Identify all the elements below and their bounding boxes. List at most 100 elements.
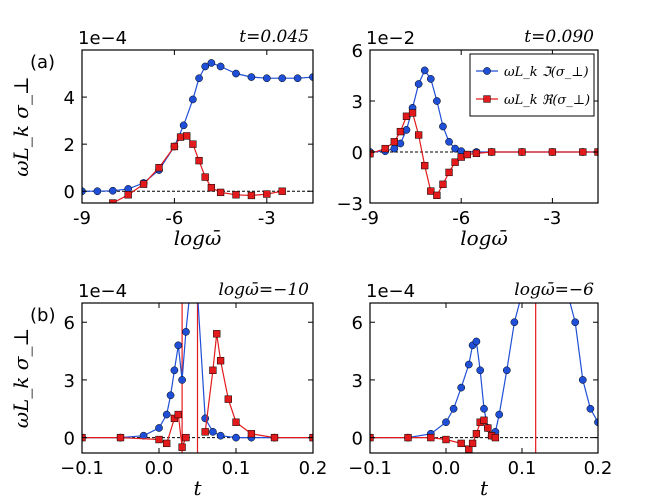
data-point-square <box>445 168 453 177</box>
data-point-square <box>195 156 203 165</box>
data-point-square <box>390 138 398 146</box>
data-point-square <box>189 140 197 148</box>
scale-label: 1e−4 <box>366 281 415 302</box>
series-line <box>112 135 283 203</box>
data-point-square <box>216 188 225 197</box>
data-point-circle <box>480 404 488 413</box>
data-point-square <box>548 148 557 156</box>
panel-1: -9 -6 -3 0 2 4 1e−4 t=0.045 logω̄ ωL_k σ_⊥ (a) <box>9 27 314 250</box>
data-point-square <box>183 132 191 140</box>
data-point-square <box>263 190 271 198</box>
data-point-square <box>439 180 447 188</box>
x-tick-label: -9 <box>73 208 91 229</box>
data-point-circle <box>445 137 453 146</box>
scale-label: 1e−4 <box>78 28 127 49</box>
x-axis-label: logω̄ <box>174 226 222 250</box>
data-point-circle <box>571 318 580 327</box>
data-point-square <box>178 443 186 451</box>
data-point-circle <box>464 360 473 369</box>
data-point-circle <box>178 376 186 384</box>
data-point-square <box>414 131 423 139</box>
y-tick-label: 3 <box>352 92 363 113</box>
x-tick-label: -3 <box>258 208 276 229</box>
y-tick-label: 0 <box>64 182 75 203</box>
data-point-square <box>170 142 179 151</box>
data-point-circle <box>586 404 595 413</box>
data-point-square <box>451 158 459 166</box>
data-point-square <box>579 148 587 156</box>
y-tick-label: 3 <box>64 371 75 392</box>
y-tick-label: 0 <box>352 429 363 450</box>
plot-area <box>82 59 313 203</box>
y-tick-label: 0 <box>352 143 363 164</box>
data-point-square <box>163 439 171 448</box>
scale-label: 1e−4 <box>78 281 127 302</box>
data-point-circle <box>426 75 435 83</box>
data-point-circle <box>170 366 179 375</box>
data-point-circle <box>449 404 458 413</box>
data-point-circle <box>93 187 102 196</box>
data-point-circle <box>278 74 287 83</box>
x-tick-label: 0.0 <box>145 458 174 479</box>
data-point-circle <box>457 383 466 392</box>
data-point-circle <box>433 97 441 105</box>
y-tick-label: 3 <box>352 371 363 392</box>
data-point-circle <box>293 74 302 83</box>
annotation: logω̄=−10 <box>218 280 309 300</box>
legend-entry: ωL_k ℜ(σ_⊥) <box>504 93 590 108</box>
data-point-circle <box>166 391 175 400</box>
x-tick-label: 0.2 <box>584 458 613 479</box>
data-point-square <box>207 184 216 192</box>
data-point-square <box>216 357 225 365</box>
data-point-circle <box>420 66 429 75</box>
data-point-circle <box>155 424 163 432</box>
data-point-circle <box>195 74 203 83</box>
data-point-circle <box>510 318 519 327</box>
data-point-square <box>170 414 179 423</box>
y-tick-label: 2 <box>64 135 75 156</box>
data-point-circle <box>502 366 511 375</box>
plot-area <box>82 303 313 453</box>
data-point-square <box>247 191 256 200</box>
data-point-circle <box>209 427 217 436</box>
series-line <box>569 303 598 423</box>
data-point-circle <box>232 433 240 442</box>
data-point-square <box>124 191 132 199</box>
x-tick-label: -9 <box>361 208 379 229</box>
data-point-circle <box>216 431 225 440</box>
data-point-circle <box>179 121 188 130</box>
axes-frame <box>369 302 599 454</box>
series-line <box>370 112 598 197</box>
x-axis-label: t <box>193 476 202 500</box>
x-tick-label: 0.0 <box>432 458 461 479</box>
legend-marker <box>483 67 491 75</box>
annotation: t=0.090 <box>524 27 594 47</box>
panel-3: −0.1 0.0 0.1 0.2 0 3 61e−4 logω̄=−10 t ωL_k σ_⊥(b… <box>9 280 327 500</box>
data-point-circle <box>476 366 485 375</box>
panel-label: (b) <box>30 305 55 326</box>
data-point-circle <box>439 122 447 131</box>
data-point-circle <box>189 95 197 104</box>
data-point-square <box>155 164 163 172</box>
data-point-square <box>408 109 417 117</box>
data-point-square <box>472 149 481 158</box>
data-point-circle <box>201 62 210 71</box>
data-point-circle <box>414 80 423 88</box>
y-tick-label: 0 <box>64 429 75 450</box>
legend: ωL_k ℑ(σ_⊥) ωL_k ℜ(σ_⊥) <box>469 53 595 117</box>
data-point-square <box>155 435 163 444</box>
data-point-circle <box>442 418 450 427</box>
data-point-square <box>174 410 182 419</box>
data-point-square <box>433 191 441 199</box>
x-axis-label: t <box>480 476 489 500</box>
data-point-square <box>457 439 465 448</box>
data-point-square <box>480 416 488 424</box>
y-tick-label: −3 <box>336 194 363 215</box>
x-tick-label: 0.1 <box>508 458 537 479</box>
y-axis-label: ωL_k σ_⊥ <box>9 76 33 177</box>
data-point-square <box>209 366 217 374</box>
data-point-square <box>182 433 190 442</box>
data-point-circle <box>594 418 598 427</box>
y-tick-label: 4 <box>64 88 75 109</box>
